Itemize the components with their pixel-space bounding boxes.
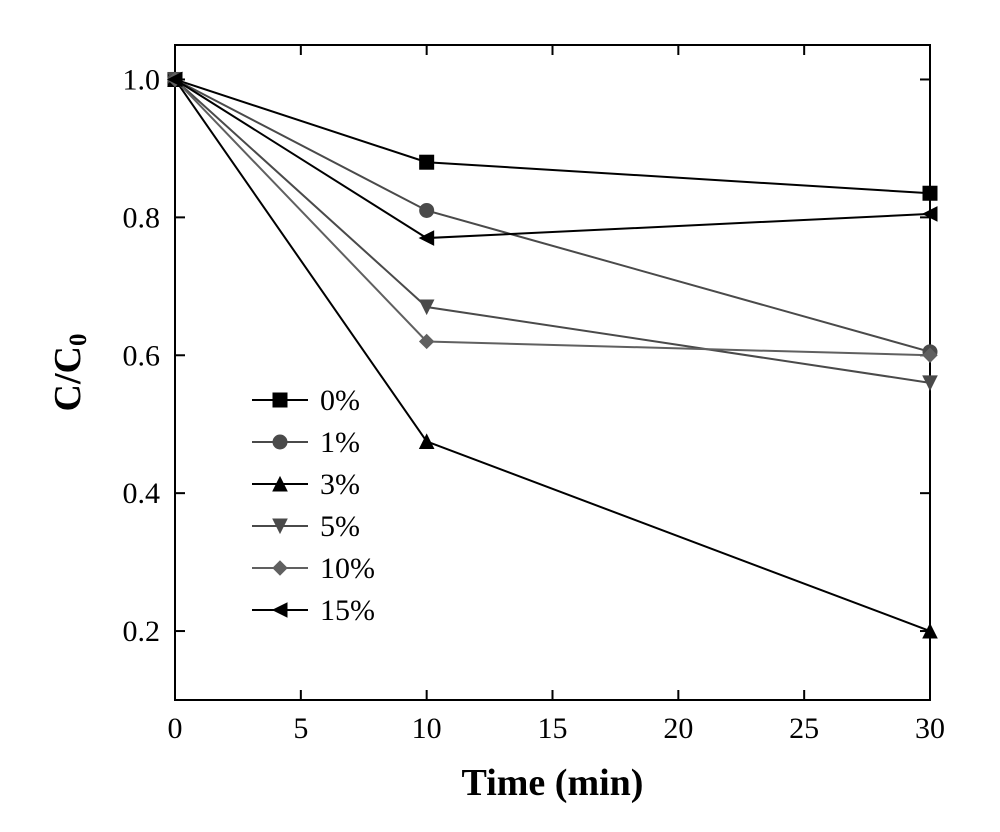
y-tick-label: 0.6	[123, 339, 161, 372]
series-3%	[168, 72, 937, 638]
y-axis-label: C/C0	[47, 334, 92, 412]
x-tick-label: 25	[789, 712, 819, 745]
x-tick-label: 5	[293, 712, 308, 745]
series-15%	[168, 72, 937, 245]
x-axis-label: Time (min)	[462, 762, 644, 804]
legend-label: 10%	[320, 552, 375, 585]
x-tick-label: 10	[412, 712, 442, 745]
y-tick-label: 1.0	[123, 63, 161, 96]
x-tick-label: 0	[168, 712, 183, 745]
x-tick-label: 30	[915, 712, 945, 745]
legend-label: 5%	[320, 510, 360, 543]
y-tick-label: 0.2	[123, 615, 161, 648]
y-axis-label-group: C/C0	[47, 334, 92, 412]
legend-label: 3%	[320, 468, 360, 501]
legend-label: 15%	[320, 594, 375, 627]
legend-entry: 10%	[252, 552, 375, 585]
y-tick-label: 0.8	[123, 201, 161, 234]
legend-entry: 0%	[252, 384, 360, 417]
chart-svg: 0 5 10 15 20 25 30 0.2 0.4 0.6 0.8 1.0 Time (min) C/C…	[0, 0, 1000, 832]
x-tick-label: 15	[538, 712, 568, 745]
x-tick-label: 20	[663, 712, 693, 745]
legend-label: 1%	[320, 426, 360, 459]
legend-entry: 5%	[252, 510, 360, 543]
legend-entry: 3%	[252, 468, 360, 501]
legend-label: 0%	[320, 384, 360, 417]
chart-container: 0 5 10 15 20 25 30 0.2 0.4 0.6 0.8 1.0 Time (min) C/C…	[0, 0, 1000, 832]
legend-entry: 1%	[252, 426, 360, 459]
y-tick-label: 0.4	[123, 477, 161, 510]
legend-entry: 15%	[252, 594, 375, 627]
